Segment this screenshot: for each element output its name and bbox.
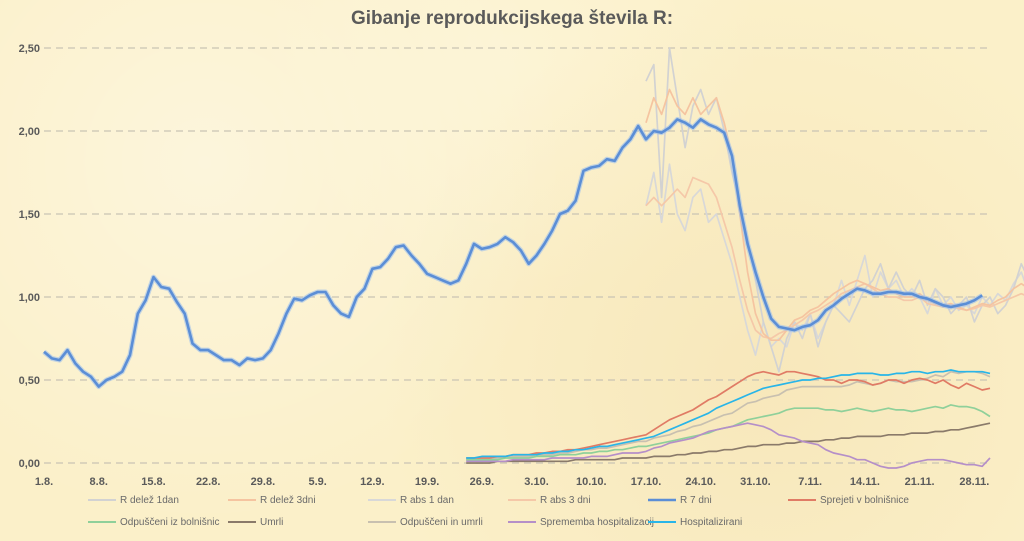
- legend-item: R abs 1 dan: [368, 495, 454, 506]
- series-line: [466, 370, 991, 461]
- series-line: [466, 369, 991, 459]
- series-line: [466, 370, 991, 459]
- x-tick-label: 21.11.: [905, 476, 935, 488]
- y-tick-label: 0,50: [19, 375, 40, 387]
- chart-title: Gibanje reprodukcijskega števila R:: [350, 8, 674, 29]
- x-tick-label: 29.8.: [251, 476, 275, 488]
- legend-item: Umrli: [228, 517, 283, 528]
- y-tick-label: 0,00: [19, 458, 40, 470]
- x-tick-label: 24.10.: [685, 476, 716, 488]
- y-tick-label: 2,00: [19, 126, 40, 138]
- legend-item: R delež 1dan: [88, 495, 179, 506]
- x-tick-label: 17.10.: [631, 476, 662, 488]
- legend-label: Umrli: [260, 517, 283, 528]
- series-line: [466, 422, 991, 469]
- x-tick-label: 28.11.: [959, 476, 989, 488]
- series-line: [466, 404, 991, 461]
- legend-item: R delež 3dni: [228, 495, 316, 506]
- legend-label: Odpuščeni in umrli: [400, 517, 483, 528]
- x-tick-label: 10.10.: [576, 476, 607, 488]
- legend-label: Hospitalizirani: [680, 517, 742, 528]
- y-axis: 0,00 0,50 1,00 1,50 2,00 2,50: [19, 43, 40, 470]
- legend-label: R abs 3 dni: [540, 495, 591, 506]
- y-tick-label: 2,50: [19, 43, 40, 55]
- y-tick-label: 1,50: [19, 209, 40, 221]
- x-tick-label: 7.11.: [798, 476, 822, 488]
- legend-item: R 7 dni: [648, 495, 712, 506]
- legend-label: R abs 1 dan: [400, 495, 454, 506]
- x-tick-label: 12.9.: [360, 476, 384, 488]
- x-tick-label: 1.8.: [35, 476, 53, 488]
- x-tick-label: 5.9.: [308, 476, 326, 488]
- x-tick-label: 19.9.: [415, 476, 439, 488]
- legend-item: Sprejeti v bolnišnice: [788, 495, 909, 506]
- legend-item: Odpuščeni iz bolnišnic: [88, 517, 220, 528]
- series-line-glow: [42, 116, 984, 390]
- series-line: [645, 163, 1024, 356]
- y-tick-label: 1,00: [19, 292, 40, 304]
- legend-label: Odpuščeni iz bolnišnic: [120, 517, 220, 528]
- legend-label: R 7 dni: [680, 495, 712, 506]
- legend-label: Sprejeti v bolnišnice: [820, 495, 909, 506]
- legend-item: Sprememba hospitalizacij: [508, 517, 654, 528]
- legend-label: R delež 1dan: [120, 495, 179, 506]
- grid-lines: [44, 47, 990, 464]
- legend-label: R delež 3dni: [260, 495, 316, 506]
- series-line: [645, 88, 1024, 342]
- legend-item: R abs 3 dni: [508, 495, 591, 506]
- x-tick-label: 8.8.: [90, 476, 108, 488]
- series-line: [645, 47, 1024, 373]
- legend: R delež 1dan R delež 3dni R abs 1 dan R abs…: [88, 495, 909, 528]
- x-tick-label: 22.8.: [196, 476, 220, 488]
- x-tick-label: 3.10.: [524, 476, 548, 488]
- x-tick-label: 26.9.: [470, 476, 494, 488]
- x-tick-label: 15.8.: [141, 476, 165, 488]
- legend-item: Odpuščeni in umrli: [368, 517, 483, 528]
- x-axis: 1.8. 8.8. 15.8. 22.8. 29.8. 5.9. 12.9. 19.9. 26.…: [35, 476, 990, 488]
- series-line: [645, 176, 1024, 340]
- series-lines: [42, 47, 1024, 469]
- x-tick-label: 14.11.: [850, 476, 880, 488]
- series-line: [466, 422, 991, 464]
- legend-label: Sprememba hospitalizacij: [540, 517, 654, 528]
- x-tick-label: 31.10.: [740, 476, 771, 488]
- series-line: [43, 118, 983, 388]
- legend-item: Hospitalizirani: [648, 517, 742, 528]
